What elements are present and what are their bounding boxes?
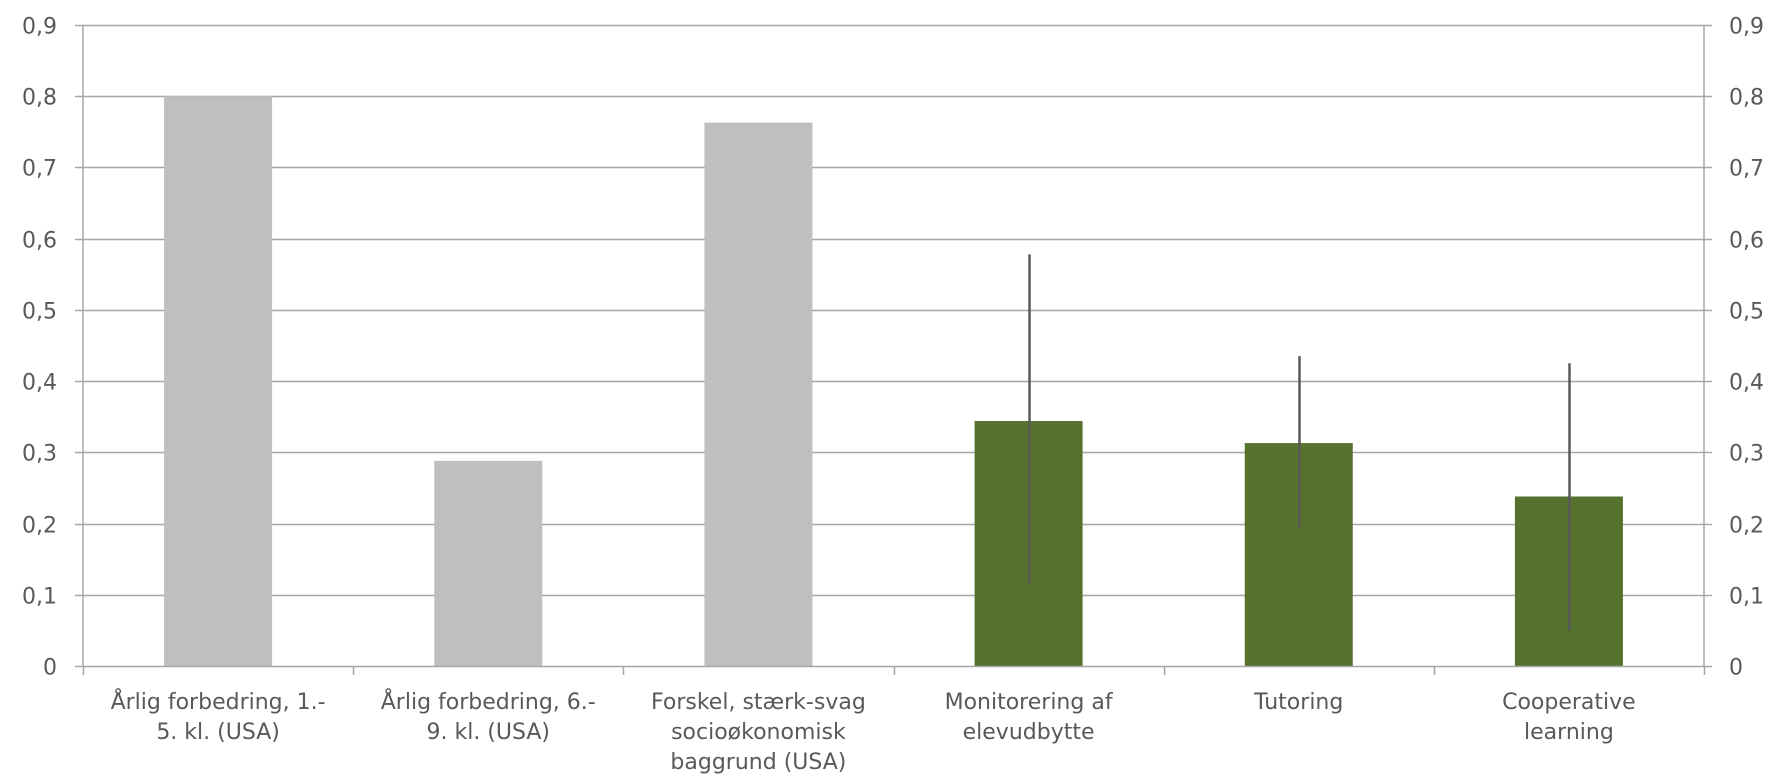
y-tick-label: 0,6	[22, 229, 57, 254]
y-tick-label-right: 0,2	[1729, 514, 1764, 539]
y-tick-label: 0,5	[22, 300, 57, 325]
y-tick-label-right: 0,4	[1729, 371, 1764, 396]
x-category-label: Tutoring	[1253, 690, 1343, 715]
bar	[434, 460, 543, 666]
y-tick-label: 0,7	[22, 157, 57, 182]
x-category-label: Cooperative learning	[1502, 690, 1636, 745]
bars	[164, 96, 1623, 666]
y-tick-label-right: 0	[1729, 656, 1743, 681]
y-axis-right-ticks: 0 0,1 0,2 0,3 0,4 0,5 0,6 0,7 0,8 0,9	[1729, 15, 1764, 681]
y-tick-label: 0,9	[22, 15, 57, 40]
y-tick-label-right: 0,7	[1729, 157, 1764, 182]
y-tick-label: 0	[43, 656, 57, 681]
x-category-label: Monitorering af elevudbytte	[945, 690, 1114, 745]
y-tick-label-right: 0,6	[1729, 229, 1764, 254]
y-tick-label-right: 0,5	[1729, 300, 1764, 325]
axes	[75, 24, 1712, 675]
x-category-label: Årlig forbedring, 6.-9. kl. (USA)	[381, 688, 596, 745]
y-tick-label-right: 0,8	[1729, 86, 1764, 111]
error-bars	[1028, 254, 1571, 631]
y-tick-label-right: 0,3	[1729, 442, 1764, 467]
bar	[164, 96, 273, 666]
gridlines	[83, 24, 1704, 597]
y-tick-label: 0,4	[22, 371, 57, 396]
y-tick-label: 0,3	[22, 442, 57, 467]
y-tick-label: 0,8	[22, 86, 57, 111]
x-category-label: Årlig forbedring, 1.-5. kl. (USA)	[111, 688, 326, 745]
bar	[704, 122, 813, 666]
y-tick-label: 0,1	[22, 585, 57, 610]
y-tick-label-right: 0,1	[1729, 585, 1764, 610]
y-tick-label-right: 0,9	[1729, 15, 1764, 40]
x-category-label: Forskel, stærk-svag socioøkonomisk baggrun…	[651, 690, 866, 775]
y-axis-left-ticks: 0 0,1 0,2 0,3 0,4 0,5 0,6 0,7 0,8 0,9	[22, 15, 57, 681]
x-axis-categories: Årlig forbedring, 1.-5. kl. (USA) Årlig f…	[111, 688, 1636, 775]
y-tick-label: 0,2	[22, 514, 57, 539]
